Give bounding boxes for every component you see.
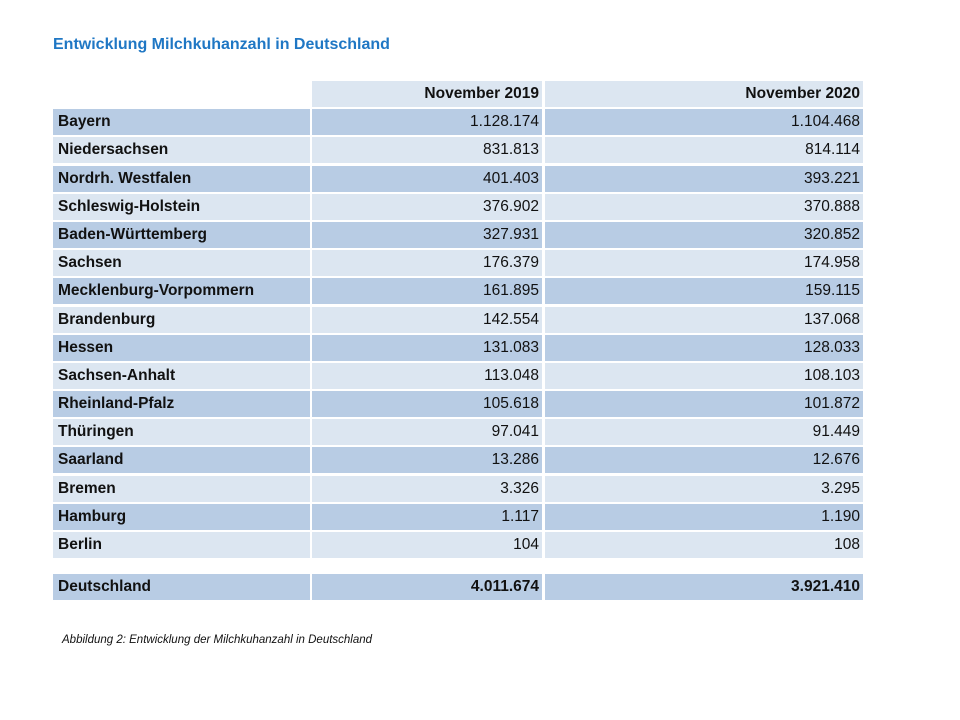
milk-cow-table: November 2019 November 2020 Bayern 1.128.… (53, 81, 863, 602)
figure-caption: Abbildung 2: Entwicklung der Milchkuhanz… (62, 634, 373, 646)
nov-2020-cell: 814.114 (545, 137, 863, 164)
nov-2020-cell: 1.190 (545, 503, 863, 530)
nov-2019-cell: 1.117 (312, 503, 542, 530)
table-row: Schleswig-Holstein 376.902 370.888 (53, 193, 863, 220)
table-total-row: Deutschland 4.011.674 3.921.410 (53, 574, 863, 600)
region-cell: Thüringen (53, 419, 310, 446)
nov-2019-cell: 105.618 (312, 391, 542, 418)
nov-2019-cell: 142.554 (312, 306, 542, 333)
nov-2020-cell: 128.033 (545, 334, 863, 361)
page-title: Entwicklung Milchkuhanzahl in Deutschlan… (53, 36, 390, 53)
nov-2020-cell: 370.888 (545, 193, 863, 220)
nov-2019-cell: 327.931 (312, 221, 542, 248)
nov-2019-cell: 97.041 (312, 419, 542, 446)
table-row: Niedersachsen 831.813 814.114 (53, 137, 863, 164)
table-row: Sachsen 176.379 174.958 (53, 250, 863, 277)
region-cell: Sachsen-Anhalt (53, 362, 310, 389)
region-cell: Nordrh. Westfalen (53, 165, 310, 192)
region-cell: Rheinland-Pfalz (53, 391, 310, 418)
region-cell: Baden-Württemberg (53, 221, 310, 248)
region-cell: Berlin (53, 532, 310, 558)
nov-2020-cell: 101.872 (545, 391, 863, 418)
nov-2020-cell: 108 (545, 532, 863, 558)
nov-2019-cell: 104 (312, 532, 542, 558)
region-cell: Mecklenburg-Vorpommern (53, 278, 310, 305)
nov-2020-cell: 3.295 (545, 475, 863, 502)
nov-2019-cell: 831.813 (312, 137, 542, 164)
region-cell: Niedersachsen (53, 137, 310, 164)
nov-2019-cell: 401.403 (312, 165, 542, 192)
nov-2019-cell: 131.083 (312, 334, 542, 361)
region-cell: Sachsen (53, 250, 310, 277)
nov-2020-cell: 174.958 (545, 250, 863, 277)
nov-2020-cell: 159.115 (545, 278, 863, 305)
table-row: Rheinland-Pfalz 105.618 101.872 (53, 391, 863, 418)
nov-2019-cell: 376.902 (312, 193, 542, 220)
nov-2020-cell: 393.221 (545, 165, 863, 192)
nov-2019-cell: 13.286 (312, 447, 542, 474)
total-nov-2020: 3.921.410 (545, 574, 863, 600)
region-cell: Schleswig-Holstein (53, 193, 310, 220)
table-row: Hamburg 1.117 1.190 (53, 503, 863, 530)
table-row: Bremen 3.326 3.295 (53, 475, 863, 502)
region-cell: Hessen (53, 334, 310, 361)
total-nov-2019: 4.011.674 (312, 574, 542, 600)
nov-2019-cell: 176.379 (312, 250, 542, 277)
total-region: Deutschland (53, 574, 310, 600)
table-row: Bayern 1.128.174 1.104.468 (53, 109, 863, 136)
nov-2019-cell: 161.895 (312, 278, 542, 305)
table-row: Brandenburg 142.554 137.068 (53, 306, 863, 333)
header-region (53, 81, 310, 107)
table-row: Sachsen-Anhalt 113.048 108.103 (53, 362, 863, 389)
nov-2019-cell: 3.326 (312, 475, 542, 502)
region-cell: Bayern (53, 109, 310, 136)
region-cell: Brandenburg (53, 306, 310, 333)
nov-2020-cell: 108.103 (545, 362, 863, 389)
header-nov-2020: November 2020 (545, 81, 863, 107)
table-header-row: November 2019 November 2020 (53, 81, 863, 107)
nov-2020-cell: 1.104.468 (545, 109, 863, 136)
nov-2020-cell: 320.852 (545, 221, 863, 248)
table-row: Saarland 13.286 12.676 (53, 447, 863, 474)
nov-2020-cell: 12.676 (545, 447, 863, 474)
nov-2020-cell: 137.068 (545, 306, 863, 333)
table-row: Thüringen 97.041 91.449 (53, 419, 863, 446)
table-row: Baden-Württemberg 327.931 320.852 (53, 221, 863, 248)
table-row: Berlin 104 108 (53, 532, 863, 558)
table-row: Hessen 131.083 128.033 (53, 334, 863, 361)
nov-2019-cell: 1.128.174 (312, 109, 542, 136)
nov-2020-cell: 91.449 (545, 419, 863, 446)
region-cell: Saarland (53, 447, 310, 474)
table-row: Nordrh. Westfalen 401.403 393.221 (53, 165, 863, 192)
region-cell: Hamburg (53, 503, 310, 530)
region-cell: Bremen (53, 475, 310, 502)
header-nov-2019: November 2019 (312, 81, 542, 107)
table-row: Mecklenburg-Vorpommern 161.895 159.115 (53, 278, 863, 305)
nov-2019-cell: 113.048 (312, 362, 542, 389)
